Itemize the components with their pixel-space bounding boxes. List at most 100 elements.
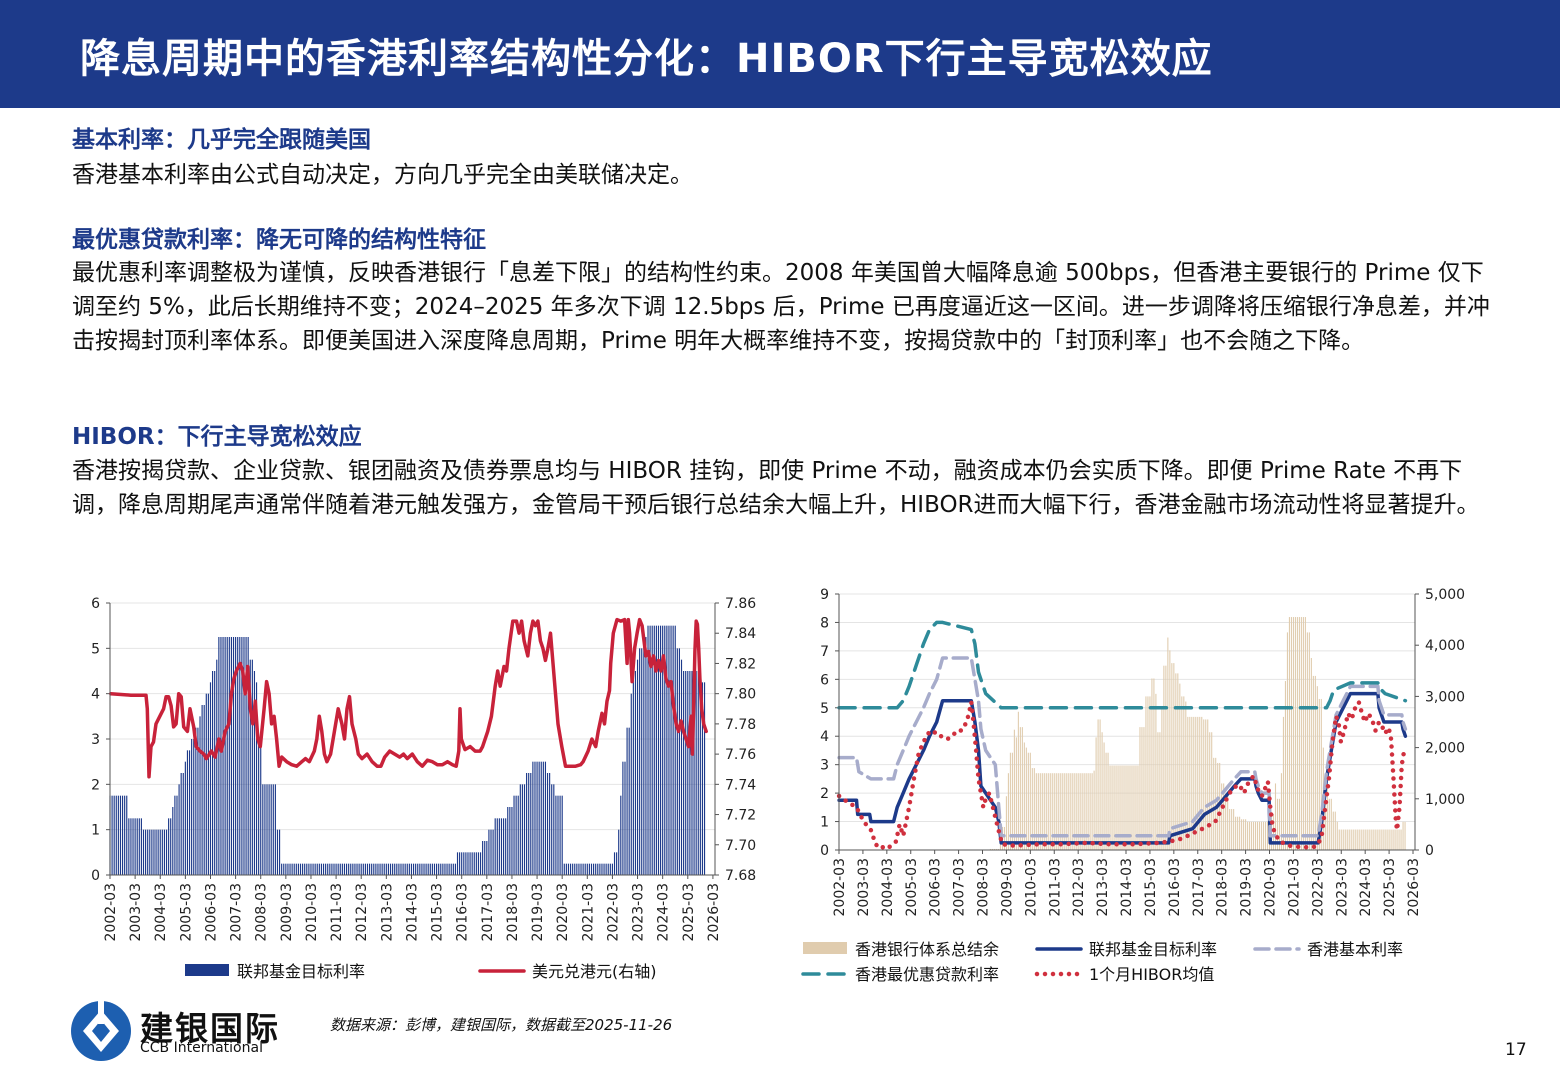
bar: [479, 852, 482, 875]
x-tick-label: 2017-03: [480, 883, 496, 942]
bar: [364, 863, 366, 875]
x-tick-label: 2020-03: [1263, 858, 1279, 917]
bar: [507, 807, 509, 875]
bar: [599, 863, 601, 875]
bar: [406, 863, 408, 875]
bar: [1201, 716, 1203, 850]
x-tick-label: 2019-03: [1239, 858, 1255, 917]
series-line: [837, 691, 1408, 845]
bar: [431, 863, 433, 875]
bar: [1037, 773, 1039, 850]
bar: [1241, 819, 1243, 850]
bar: [172, 807, 174, 875]
bar: [1378, 829, 1380, 850]
logo-english-name: CCB International: [140, 1040, 263, 1056]
bar: [660, 625, 662, 875]
bar: [674, 625, 676, 875]
bar: [668, 625, 670, 875]
bar: [1264, 821, 1267, 850]
bar: [1119, 765, 1121, 850]
bar: [1312, 675, 1314, 850]
bar: [578, 863, 580, 875]
bar: [1067, 773, 1069, 850]
bar: [1019, 727, 1021, 850]
bar: [281, 863, 283, 875]
bar: [1129, 765, 1131, 850]
x-tick-label: 2021-03: [580, 883, 596, 942]
series-line: [837, 656, 1408, 838]
bar: [1005, 796, 1007, 850]
bar: [121, 795, 124, 875]
bar: [691, 671, 693, 875]
bar: [1021, 727, 1023, 850]
bar: [1145, 696, 1147, 850]
bar: [1033, 768, 1035, 850]
bar: [1173, 663, 1175, 850]
bar: [1029, 752, 1031, 850]
bar: [997, 848, 999, 850]
bar: [1163, 665, 1165, 850]
data-source-note: 数据来源：彭博，建银国际，数据截至2025-11-26: [330, 1016, 673, 1034]
bar: [496, 818, 498, 875]
section-heading-prime-rate: 最优惠贷款利率：降无可降的结构性特征: [72, 227, 486, 253]
bar: [212, 671, 214, 875]
bar: [544, 761, 547, 875]
bar: [304, 863, 306, 875]
bar: [377, 863, 379, 875]
bar: [1073, 773, 1075, 850]
bar: [1251, 821, 1253, 850]
bar: [400, 863, 402, 875]
bar: [1049, 773, 1051, 850]
bar: [1169, 650, 1171, 850]
bar: [1199, 716, 1201, 850]
bar: [1055, 773, 1057, 850]
bar: [540, 761, 542, 875]
y-right-tick-label: 7.70: [725, 838, 756, 854]
x-tick-label: 2002-03: [832, 858, 848, 917]
bar: [569, 863, 572, 875]
series-line: [836, 699, 1409, 851]
bar: [318, 863, 320, 875]
bar: [1304, 617, 1306, 850]
bar: [207, 693, 209, 875]
bar: [1384, 829, 1386, 850]
bar: [609, 863, 611, 875]
bar: [1087, 773, 1089, 850]
y-right-tick-label: 3,000: [1425, 689, 1465, 705]
bar: [1394, 829, 1396, 850]
bar: [651, 625, 653, 875]
bar: [201, 705, 203, 875]
bar: [1368, 829, 1370, 850]
bar: [490, 829, 492, 875]
bar: [1346, 829, 1348, 850]
bar: [245, 637, 247, 875]
bar: [641, 648, 643, 875]
y-right-tick-label: 4,000: [1425, 638, 1465, 654]
section-heading-base-rate: 基本利率：几乎完全跟随美国: [72, 127, 371, 153]
bar: [293, 863, 295, 875]
bar: [155, 829, 157, 875]
x-tick-label: 2002-03: [103, 883, 119, 942]
x-tick-label: 2009-03: [999, 858, 1015, 917]
bar: [235, 637, 237, 875]
bar: [262, 784, 264, 875]
bar: [436, 863, 438, 875]
bar: [559, 795, 561, 875]
bar: [151, 829, 153, 875]
bar: [1237, 816, 1239, 850]
bar: [1342, 829, 1344, 850]
bar: [425, 863, 427, 875]
bar: [701, 682, 704, 875]
bar: [278, 829, 281, 875]
bar: [255, 682, 258, 875]
bar: [1229, 809, 1231, 850]
bar: [1294, 617, 1296, 850]
bar: [113, 795, 115, 875]
x-tick-label: 2006-03: [928, 858, 944, 917]
section-text-hibor: 香港按揭贷款、企业贷款、银团融资及债券票息均与 HIBOR 挂钩，即使 Prim…: [72, 458, 1480, 518]
x-tick-label: 2010-03: [304, 883, 320, 942]
bar: [601, 863, 603, 875]
bar: [145, 829, 147, 875]
bar: [1121, 765, 1123, 850]
bar: [1235, 816, 1237, 850]
